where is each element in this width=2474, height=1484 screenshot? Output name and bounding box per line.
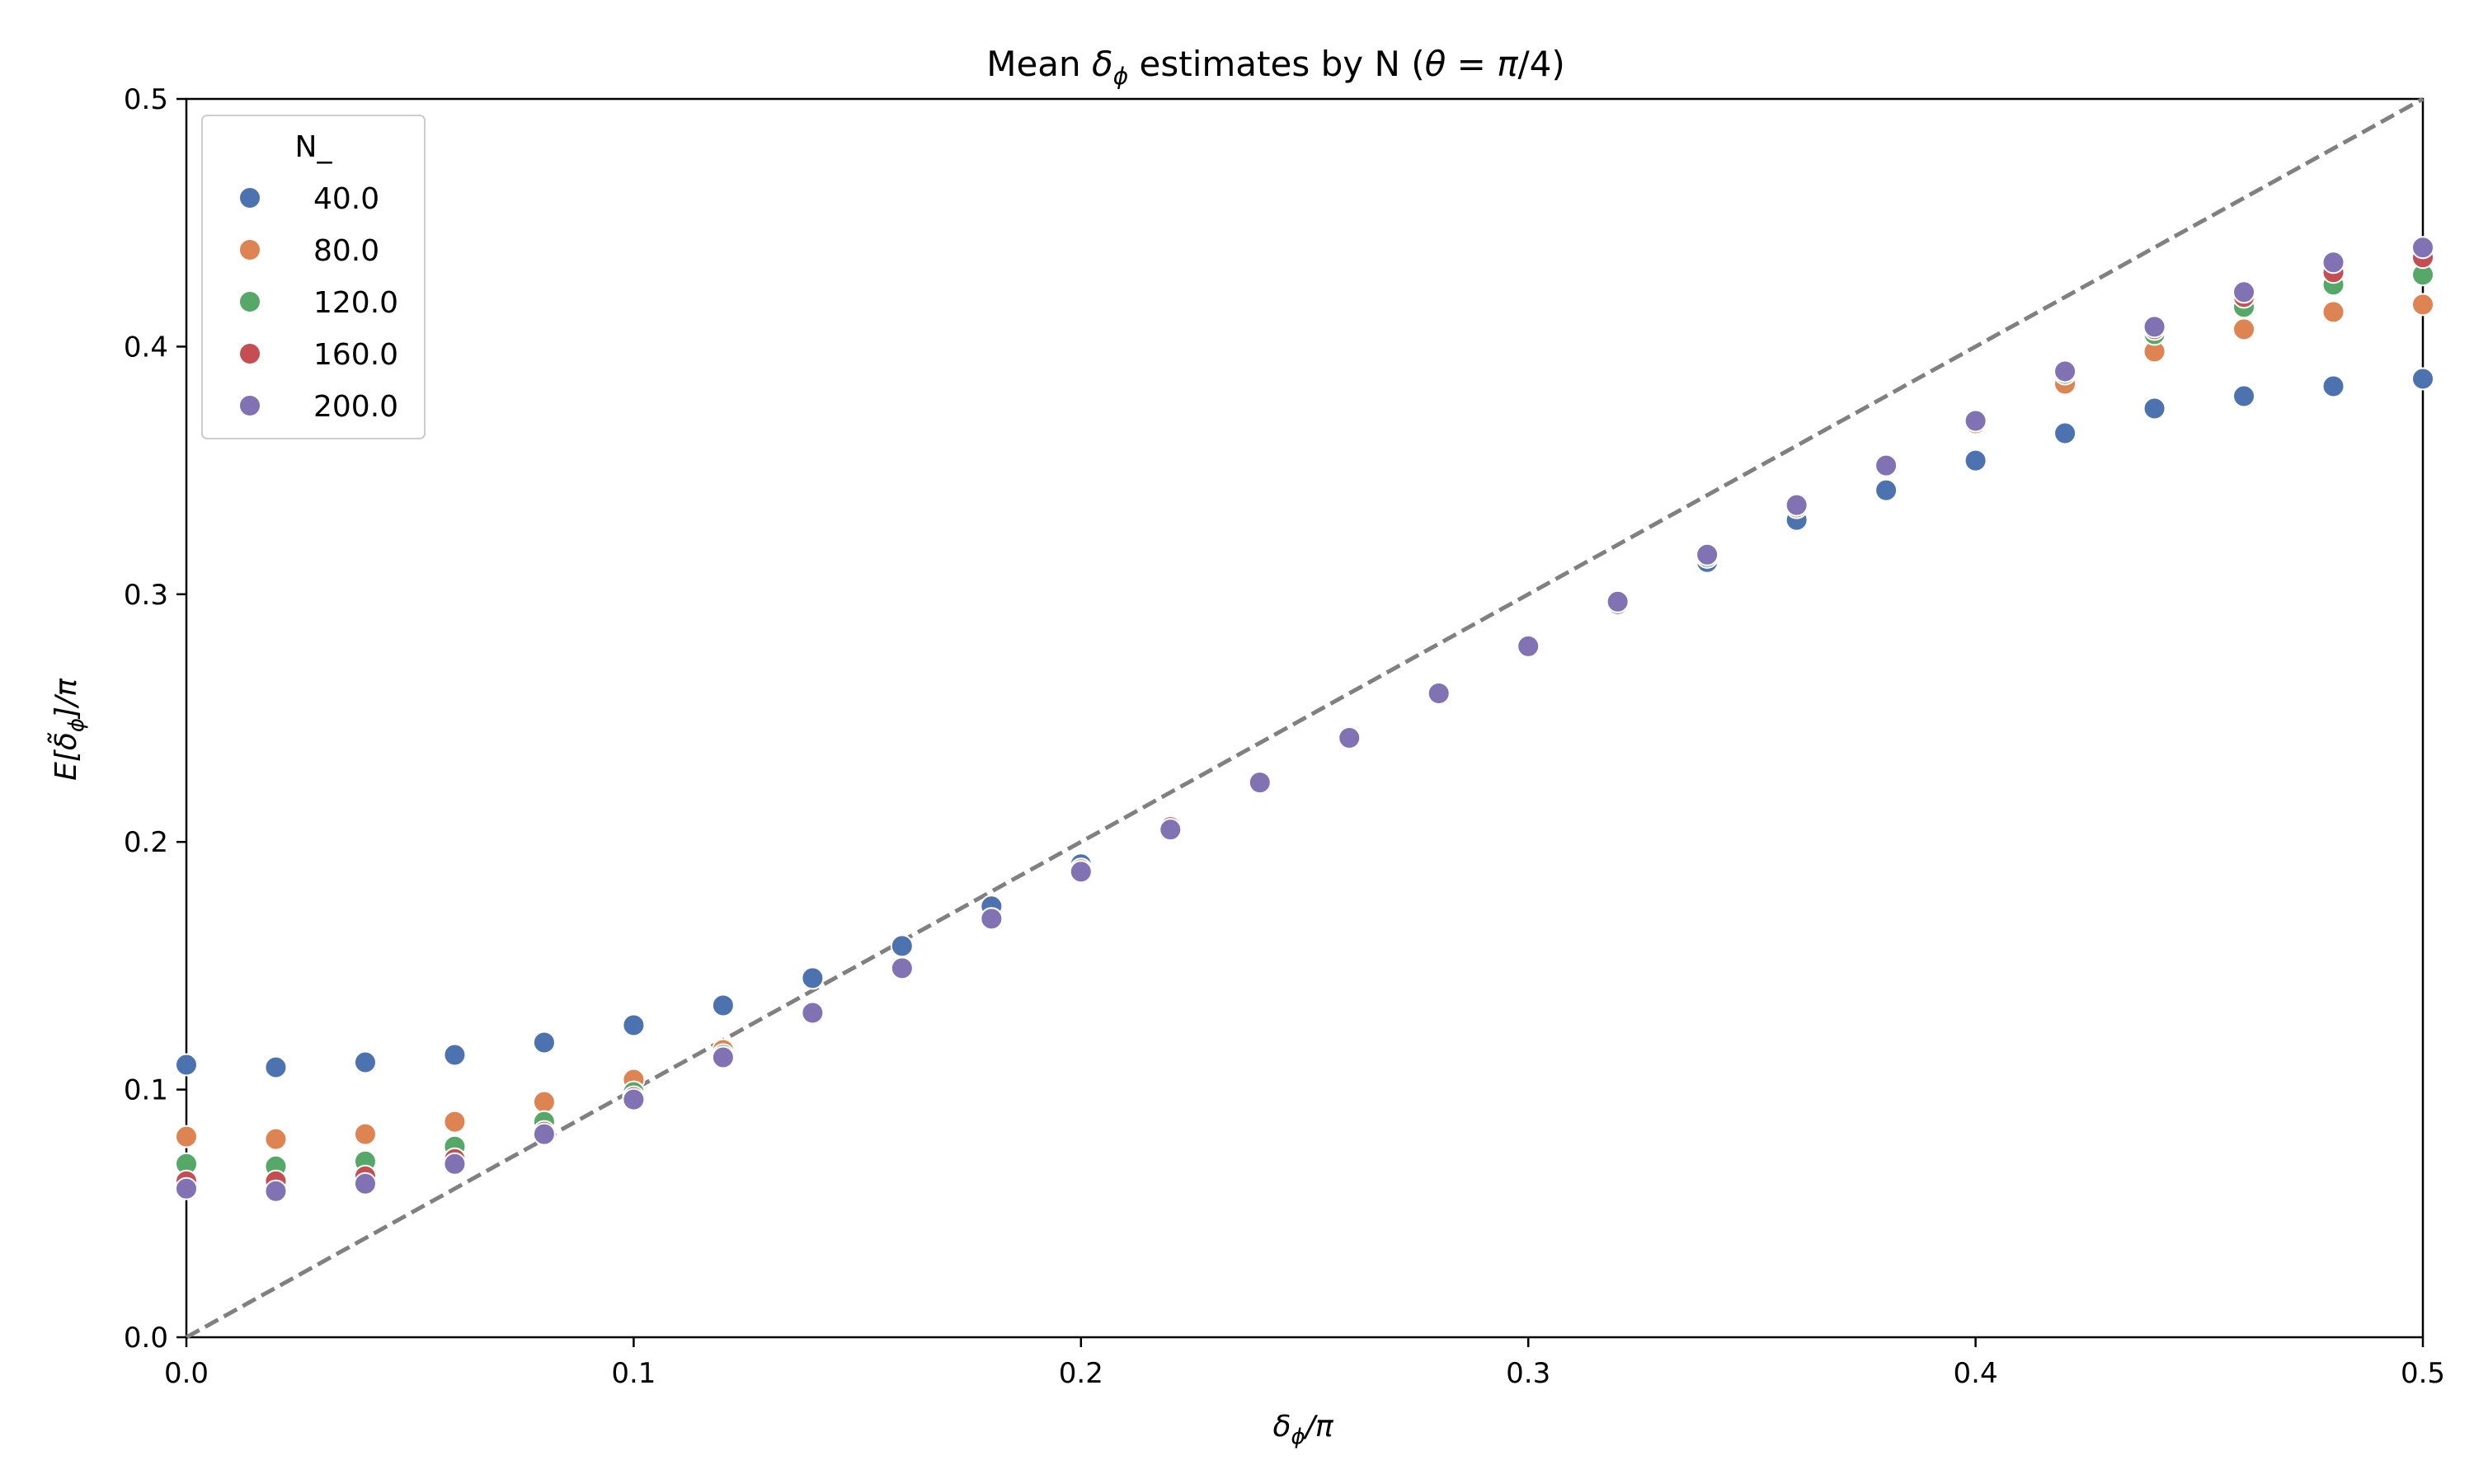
data-point [1338, 726, 1362, 750]
x-axis: 0.0 0.1 0.2 0.3 0.4 0.5 [164, 1337, 2445, 1390]
data-point [2321, 251, 2345, 275]
legend-label: 200.0 [313, 390, 398, 424]
y-tick-label: 0.2 [124, 826, 168, 859]
data-point [1159, 818, 1183, 842]
data-point [443, 1043, 467, 1067]
data-point [532, 1031, 556, 1054]
data-point [2232, 280, 2256, 304]
data-point [711, 993, 735, 1017]
data-point [175, 1053, 198, 1077]
data-point [2053, 421, 2077, 445]
series-120.0 [175, 263, 2434, 1178]
legend-label: 40.0 [313, 182, 379, 216]
data-point [353, 1172, 377, 1195]
data-point [890, 956, 914, 980]
data-point [711, 1045, 735, 1069]
data-point [1606, 589, 1630, 613]
data-point [1427, 681, 1451, 705]
plot-area [185, 97, 2425, 1339]
data-point [1696, 542, 1719, 566]
data-point [2411, 236, 2434, 260]
plot-frame [185, 97, 2425, 1339]
chart-title: Mean δϕ estimates by N (θ = π/4) [986, 44, 1565, 90]
data-point [353, 1122, 377, 1146]
series-40.0 [175, 367, 2434, 1079]
data-point [980, 907, 1004, 931]
data-point [353, 1050, 377, 1074]
data-point [2321, 300, 2345, 324]
y-tick-label: 0.4 [124, 331, 168, 364]
data-point [264, 1179, 288, 1203]
data-point [622, 1087, 646, 1111]
data-point [2142, 315, 2166, 339]
x-tick-label: 0.0 [164, 1357, 209, 1390]
data-point [801, 966, 825, 990]
data-point [1248, 771, 1272, 795]
data-point [443, 1110, 467, 1134]
data-point [2232, 384, 2256, 408]
x-tick-label: 0.3 [1506, 1357, 1550, 1390]
y-axis: 0.0 0.1 0.2 0.3 0.4 0.5 [124, 83, 186, 1355]
data-point [443, 1152, 467, 1176]
y-tick-label: 0.3 [124, 579, 168, 612]
legend-label: 160.0 [313, 338, 398, 372]
series-80.0 [175, 293, 2434, 1151]
legend-label: 120.0 [313, 286, 398, 320]
data-point [175, 1125, 198, 1148]
data-point [2053, 359, 2077, 383]
x-tick-label: 0.2 [1059, 1357, 1103, 1390]
legend-marker [238, 342, 261, 365]
x-tick-label: 0.1 [611, 1357, 656, 1390]
data-point [1964, 409, 1987, 433]
legend-marker [238, 186, 261, 209]
series-200.0 [175, 236, 2434, 1203]
reference-line [185, 96, 2425, 1340]
legend-marker [238, 394, 261, 417]
legend-label: 80.0 [313, 234, 379, 268]
x-tick-label: 0.4 [1954, 1357, 1998, 1390]
data-points [175, 236, 2434, 1203]
data-point [2411, 293, 2434, 317]
data-point [2321, 374, 2345, 398]
legend: N_ 40.0 80.0 120.0 160.0 200.0 [201, 115, 426, 439]
data-point [1517, 634, 1540, 658]
data-point [622, 1013, 646, 1037]
y-tick-label: 0.1 [124, 1074, 168, 1107]
data-point [1874, 453, 1898, 477]
data-point [1785, 493, 1808, 517]
data-point [2142, 397, 2166, 420]
x-tick-label: 0.5 [2401, 1357, 2445, 1390]
data-point [2411, 367, 2434, 391]
data-point [532, 1090, 556, 1114]
x-axis-label: δϕ/π [1273, 1410, 1334, 1449]
data-point [801, 1001, 825, 1025]
data-point [2232, 317, 2256, 341]
reference-diagonal-line [185, 96, 2425, 1340]
data-point [1964, 448, 1987, 472]
y-tick-label: 0.0 [124, 1322, 168, 1355]
data-point [264, 1055, 288, 1079]
data-point [175, 1176, 198, 1200]
legend-marker [238, 238, 261, 261]
data-point [1874, 478, 1898, 502]
y-axis-label: E[δ̃ϕ]/π [47, 678, 89, 781]
legend-marker [238, 290, 261, 313]
data-point [1069, 860, 1093, 884]
data-point [532, 1122, 556, 1146]
y-tick-label: 0.5 [124, 83, 168, 116]
data-point [264, 1127, 288, 1151]
legend-title: N_ [295, 130, 333, 164]
data-point [890, 934, 914, 958]
